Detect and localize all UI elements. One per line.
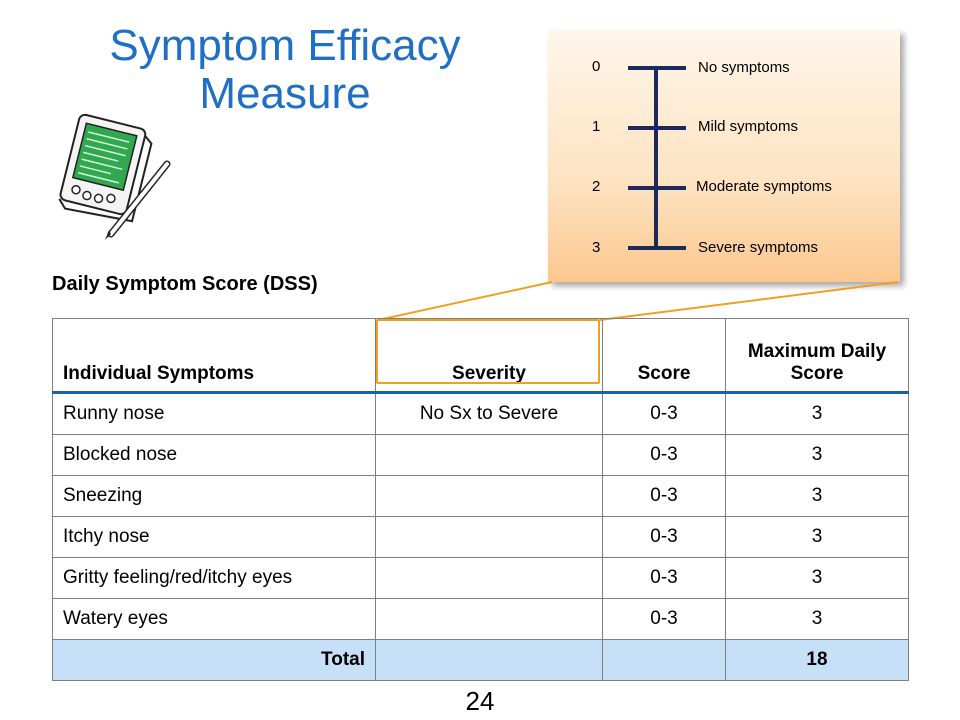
- total-max-score: 18: [725, 639, 909, 681]
- severity-cell: [375, 475, 603, 517]
- pda-stylus-icon: [58, 113, 171, 240]
- table-row: Blocked nose 0-3 3: [52, 434, 909, 476]
- severity-cell: [375, 598, 603, 640]
- score-cell: 0-3: [602, 516, 726, 558]
- table-row: Itchy nose 0-3 3: [52, 516, 909, 558]
- scale-label-0: No symptoms: [698, 59, 790, 76]
- table-caption: Daily Symptom Score (DSS): [52, 273, 318, 295]
- total-score-cell: [602, 639, 726, 681]
- severity-cell: [375, 434, 603, 476]
- total-severity-cell: [375, 639, 603, 681]
- max-score-cell: 3: [725, 557, 909, 599]
- symptom-cell: Sneezing: [52, 475, 376, 517]
- scale-label-1: Mild symptoms: [698, 118, 799, 135]
- slide-title: Symptom Efficacy Measure: [109, 21, 461, 118]
- header-severity: Severity: [375, 318, 603, 394]
- symptom-cell: Itchy nose: [52, 516, 376, 558]
- table-row: Gritty feeling/red/itchy eyes 0-3 3: [52, 557, 909, 599]
- table-header-row: Individual Symptoms Severity Score Maxim…: [52, 318, 909, 394]
- score-cell: 0-3: [602, 434, 726, 476]
- score-cell: 0-3: [602, 557, 726, 599]
- scale-value-1: 1: [592, 118, 601, 135]
- score-cell: 0-3: [602, 392, 726, 435]
- severity-cell: [375, 516, 603, 558]
- symptom-cell: Watery eyes: [52, 598, 376, 640]
- symptom-cell: Runny nose: [52, 392, 376, 435]
- max-score-cell: 3: [725, 475, 909, 517]
- total-label: Total: [52, 639, 376, 681]
- page-number: 24: [465, 686, 495, 716]
- table-row: Sneezing 0-3 3: [52, 475, 909, 517]
- table-row: Runny nose No Sx to Severe 0-3 3: [52, 392, 909, 435]
- symptom-cell: Gritty feeling/red/itchy eyes: [52, 557, 376, 599]
- max-score-cell: 3: [725, 598, 909, 640]
- header-maximum-daily-score: Maximum Daily Score: [725, 318, 909, 394]
- score-cell: 0-3: [602, 475, 726, 517]
- severity-scale-callout: 0 No symptoms 1 Mild symptoms 2 Moderate…: [548, 30, 900, 282]
- scale-value-2: 2: [592, 178, 601, 195]
- score-cell: 0-3: [602, 598, 726, 640]
- daily-symptom-score-table: Individual Symptoms Severity Score Maxim…: [52, 318, 909, 681]
- max-score-cell: 3: [725, 434, 909, 476]
- scale-value-3: 3: [592, 239, 601, 256]
- header-score: Score: [602, 318, 726, 394]
- severity-scale-graphic: [628, 66, 686, 250]
- severity-cell: [375, 557, 603, 599]
- header-individual-symptoms: Individual Symptoms: [52, 318, 376, 394]
- total-row: Total 18: [52, 639, 909, 681]
- scale-label-3: Severe symptoms: [698, 239, 819, 256]
- severity-header-highlight: [376, 319, 600, 384]
- scale-label-2: Moderate symptoms: [696, 178, 832, 195]
- severity-cell: No Sx to Severe: [375, 392, 603, 435]
- table-row: Watery eyes 0-3 3: [52, 598, 909, 640]
- max-score-cell: 3: [725, 392, 909, 435]
- max-score-cell: 3: [725, 516, 909, 558]
- symptom-cell: Blocked nose: [52, 434, 376, 476]
- scale-value-0: 0: [592, 58, 601, 75]
